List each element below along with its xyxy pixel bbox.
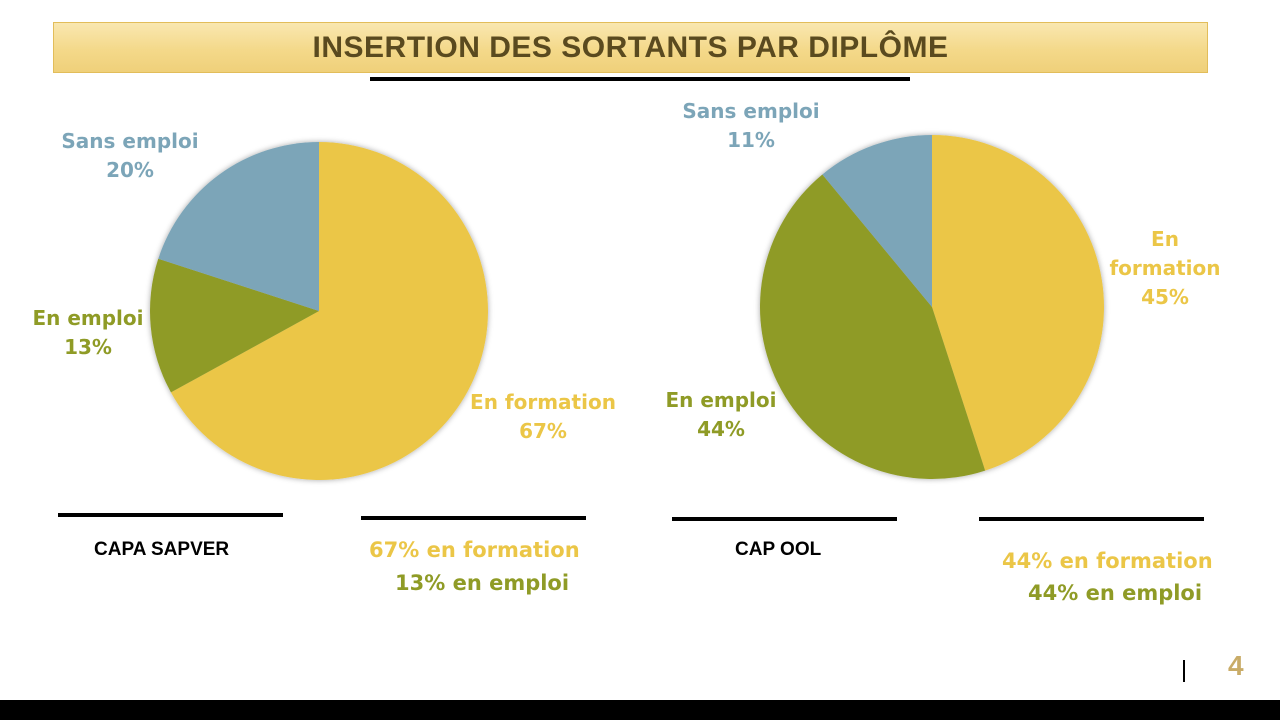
label-en-emploi-cap: En emploi 44% — [658, 386, 784, 444]
divider-capa-sapver — [58, 513, 283, 517]
label-en-formation-cap: En formation 45% — [1108, 225, 1222, 312]
label-en-emploi-capa-value: 13% — [64, 335, 112, 359]
label-sans-emploi-capa: Sans emploi 20% — [60, 127, 200, 185]
label-sans-emploi-capa-name: Sans emploi — [61, 129, 199, 153]
label-en-formation-capa: En formation 67% — [468, 388, 618, 446]
label-en-formation-capa-name: En formation — [470, 390, 616, 414]
label-en-formation-cap-line1: En — [1151, 227, 1179, 251]
summary-capa-formation: 67% en formation — [369, 538, 580, 562]
slice-sans-emploi-capa — [158, 142, 319, 311]
label-sans-emploi-cap-value: 11% — [727, 128, 775, 152]
label-sans-emploi-cap-name: Sans emploi — [682, 99, 820, 123]
diploma-capa-sapver: CAPA SAPVER — [94, 539, 230, 560]
divider-cap-ool — [672, 517, 897, 521]
label-en-formation-cap-value: 45% — [1141, 285, 1189, 309]
label-en-emploi-cap-name: En emploi — [665, 388, 777, 412]
summary-cap-formation: 44% en formation — [1002, 549, 1213, 573]
label-sans-emploi-capa-value: 20% — [106, 158, 154, 182]
slice-sans-emploi-cap — [822, 135, 932, 307]
title-underline — [370, 77, 910, 81]
divider-cap-summary — [979, 517, 1204, 521]
summary-capa-emploi: 13% en emploi — [395, 571, 570, 595]
label-en-formation-cap-line2: formation — [1109, 256, 1221, 280]
page-title: INSERTION DES SORTANTS PAR DIPLÔME — [312, 30, 949, 64]
label-sans-emploi-cap: Sans emploi 11% — [681, 97, 821, 155]
footer-band — [0, 700, 1280, 720]
slice-en-formation-cap — [932, 135, 1105, 471]
label-en-emploi-cap-value: 44% — [697, 417, 745, 441]
label-en-formation-capa-value: 67% — [519, 419, 567, 443]
slice-en-formation-capa — [170, 142, 488, 480]
slice-en-emploi-capa — [150, 258, 319, 393]
label-en-emploi-capa: En emploi 13% — [25, 304, 151, 362]
divider-capa-summary — [361, 516, 586, 520]
title-banner: INSERTION DES SORTANTS PAR DIPLÔME — [53, 22, 1208, 73]
page-number: 4 — [1228, 650, 1244, 681]
summary-cap-emploi: 44% en emploi — [1028, 581, 1203, 605]
diploma-cap-ool: CAP OOL — [735, 539, 822, 560]
label-en-emploi-capa-name: En emploi — [32, 306, 144, 330]
slice-en-emploi-cap — [760, 174, 986, 479]
slide-number-separator — [1183, 660, 1185, 682]
